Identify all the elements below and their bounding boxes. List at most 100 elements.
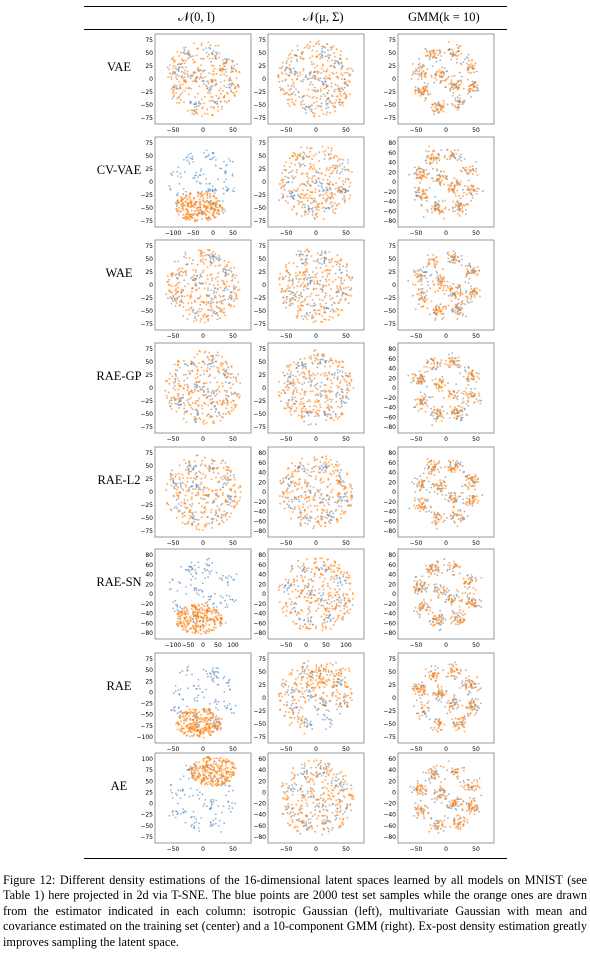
- test-point: [225, 190, 228, 192]
- sample-point: [299, 55, 302, 58]
- sample-point: [326, 111, 329, 114]
- sample-point: [287, 280, 290, 282]
- sample-point: [424, 196, 427, 199]
- test-point: [199, 170, 202, 172]
- sample-point: [445, 289, 448, 292]
- sample-point: [183, 76, 186, 79]
- sample-point: [294, 396, 297, 399]
- sample-point: [331, 359, 334, 362]
- sample-point: [420, 381, 423, 383]
- sample-point: [301, 361, 304, 364]
- test-point: [230, 85, 233, 87]
- test-point: [305, 311, 308, 314]
- sample-point: [209, 304, 212, 307]
- test-point: [176, 282, 179, 285]
- sample-point: [186, 198, 189, 201]
- sample-point: [300, 304, 303, 307]
- sample-point: [454, 195, 457, 197]
- test-point: [180, 270, 183, 273]
- sample-point: [456, 395, 459, 398]
- sample-point: [298, 373, 301, 376]
- test-point: [320, 394, 323, 397]
- sample-point: [469, 285, 472, 288]
- sample-point: [218, 371, 221, 374]
- sample-point: [211, 73, 214, 76]
- sample-point: [206, 210, 209, 213]
- test-point: [430, 273, 433, 276]
- sample-point: [473, 266, 476, 269]
- sample-point: [438, 205, 441, 208]
- sample-point: [418, 279, 421, 281]
- sample-point: [225, 407, 228, 410]
- test-point: [222, 270, 224, 273]
- sample-point: [459, 169, 462, 172]
- sample-point: [210, 277, 213, 280]
- sample-point: [338, 382, 341, 385]
- sample-point: [454, 257, 456, 260]
- sample-point: [210, 415, 213, 418]
- test-point: [437, 277, 440, 279]
- test-point: [467, 57, 469, 60]
- test-point: [305, 112, 307, 114]
- test-point: [328, 187, 331, 189]
- sample-point: [437, 282, 440, 285]
- sample-point: [206, 388, 209, 391]
- sample-point: [332, 72, 335, 75]
- test-point: [447, 294, 450, 297]
- sample-point: [464, 99, 466, 102]
- sample-point: [420, 280, 423, 283]
- test-point: [459, 288, 462, 290]
- test-point: [190, 470, 192, 473]
- sample-point: [431, 56, 434, 59]
- sample-point: [218, 317, 221, 320]
- sample-point: [415, 403, 418, 406]
- sample-point: [178, 304, 181, 307]
- sample-point: [194, 271, 197, 273]
- sample-point: [194, 212, 197, 215]
- test-point: [231, 173, 234, 175]
- sample-point: [425, 399, 428, 402]
- sample-point: [309, 355, 312, 358]
- test-point: [212, 298, 214, 300]
- sample-point: [453, 391, 456, 393]
- sample-point: [281, 181, 284, 184]
- test-point: [167, 297, 169, 300]
- sample-point: [424, 371, 427, 374]
- test-point: [411, 373, 414, 376]
- sample-point: [282, 296, 285, 298]
- sample-point: [455, 396, 458, 399]
- sample-point: [194, 282, 197, 285]
- sample-point: [449, 285, 452, 288]
- test-point: [211, 308, 214, 311]
- test-point: [336, 376, 339, 378]
- sample-point: [466, 274, 469, 277]
- sample-point: [304, 298, 307, 301]
- sample-point: [425, 49, 428, 51]
- test-point: [456, 311, 459, 313]
- sample-point: [190, 205, 193, 208]
- sample-point: [200, 44, 203, 47]
- sample-point: [340, 257, 342, 260]
- sample-point: [347, 286, 350, 289]
- sample-point: [306, 94, 309, 97]
- test-point: [288, 192, 291, 195]
- test-point: [179, 85, 181, 88]
- sample-point: [201, 77, 204, 79]
- sample-point: [290, 71, 293, 74]
- sample-point: [320, 72, 323, 75]
- test-point: [313, 260, 315, 263]
- test-point: [341, 399, 343, 402]
- test-point: [225, 269, 227, 272]
- sample-point: [343, 378, 346, 381]
- test-point: [464, 369, 466, 372]
- sample-point: [238, 70, 241, 73]
- sample-point: [222, 282, 225, 285]
- y-tick-label: 50: [145, 359, 153, 366]
- sample-point: [297, 274, 300, 277]
- sample-point: [332, 102, 334, 105]
- sample-point: [340, 375, 343, 377]
- sample-point: [348, 382, 351, 385]
- sample-point: [187, 302, 190, 305]
- test-point: [230, 65, 233, 68]
- sample-point: [218, 212, 220, 215]
